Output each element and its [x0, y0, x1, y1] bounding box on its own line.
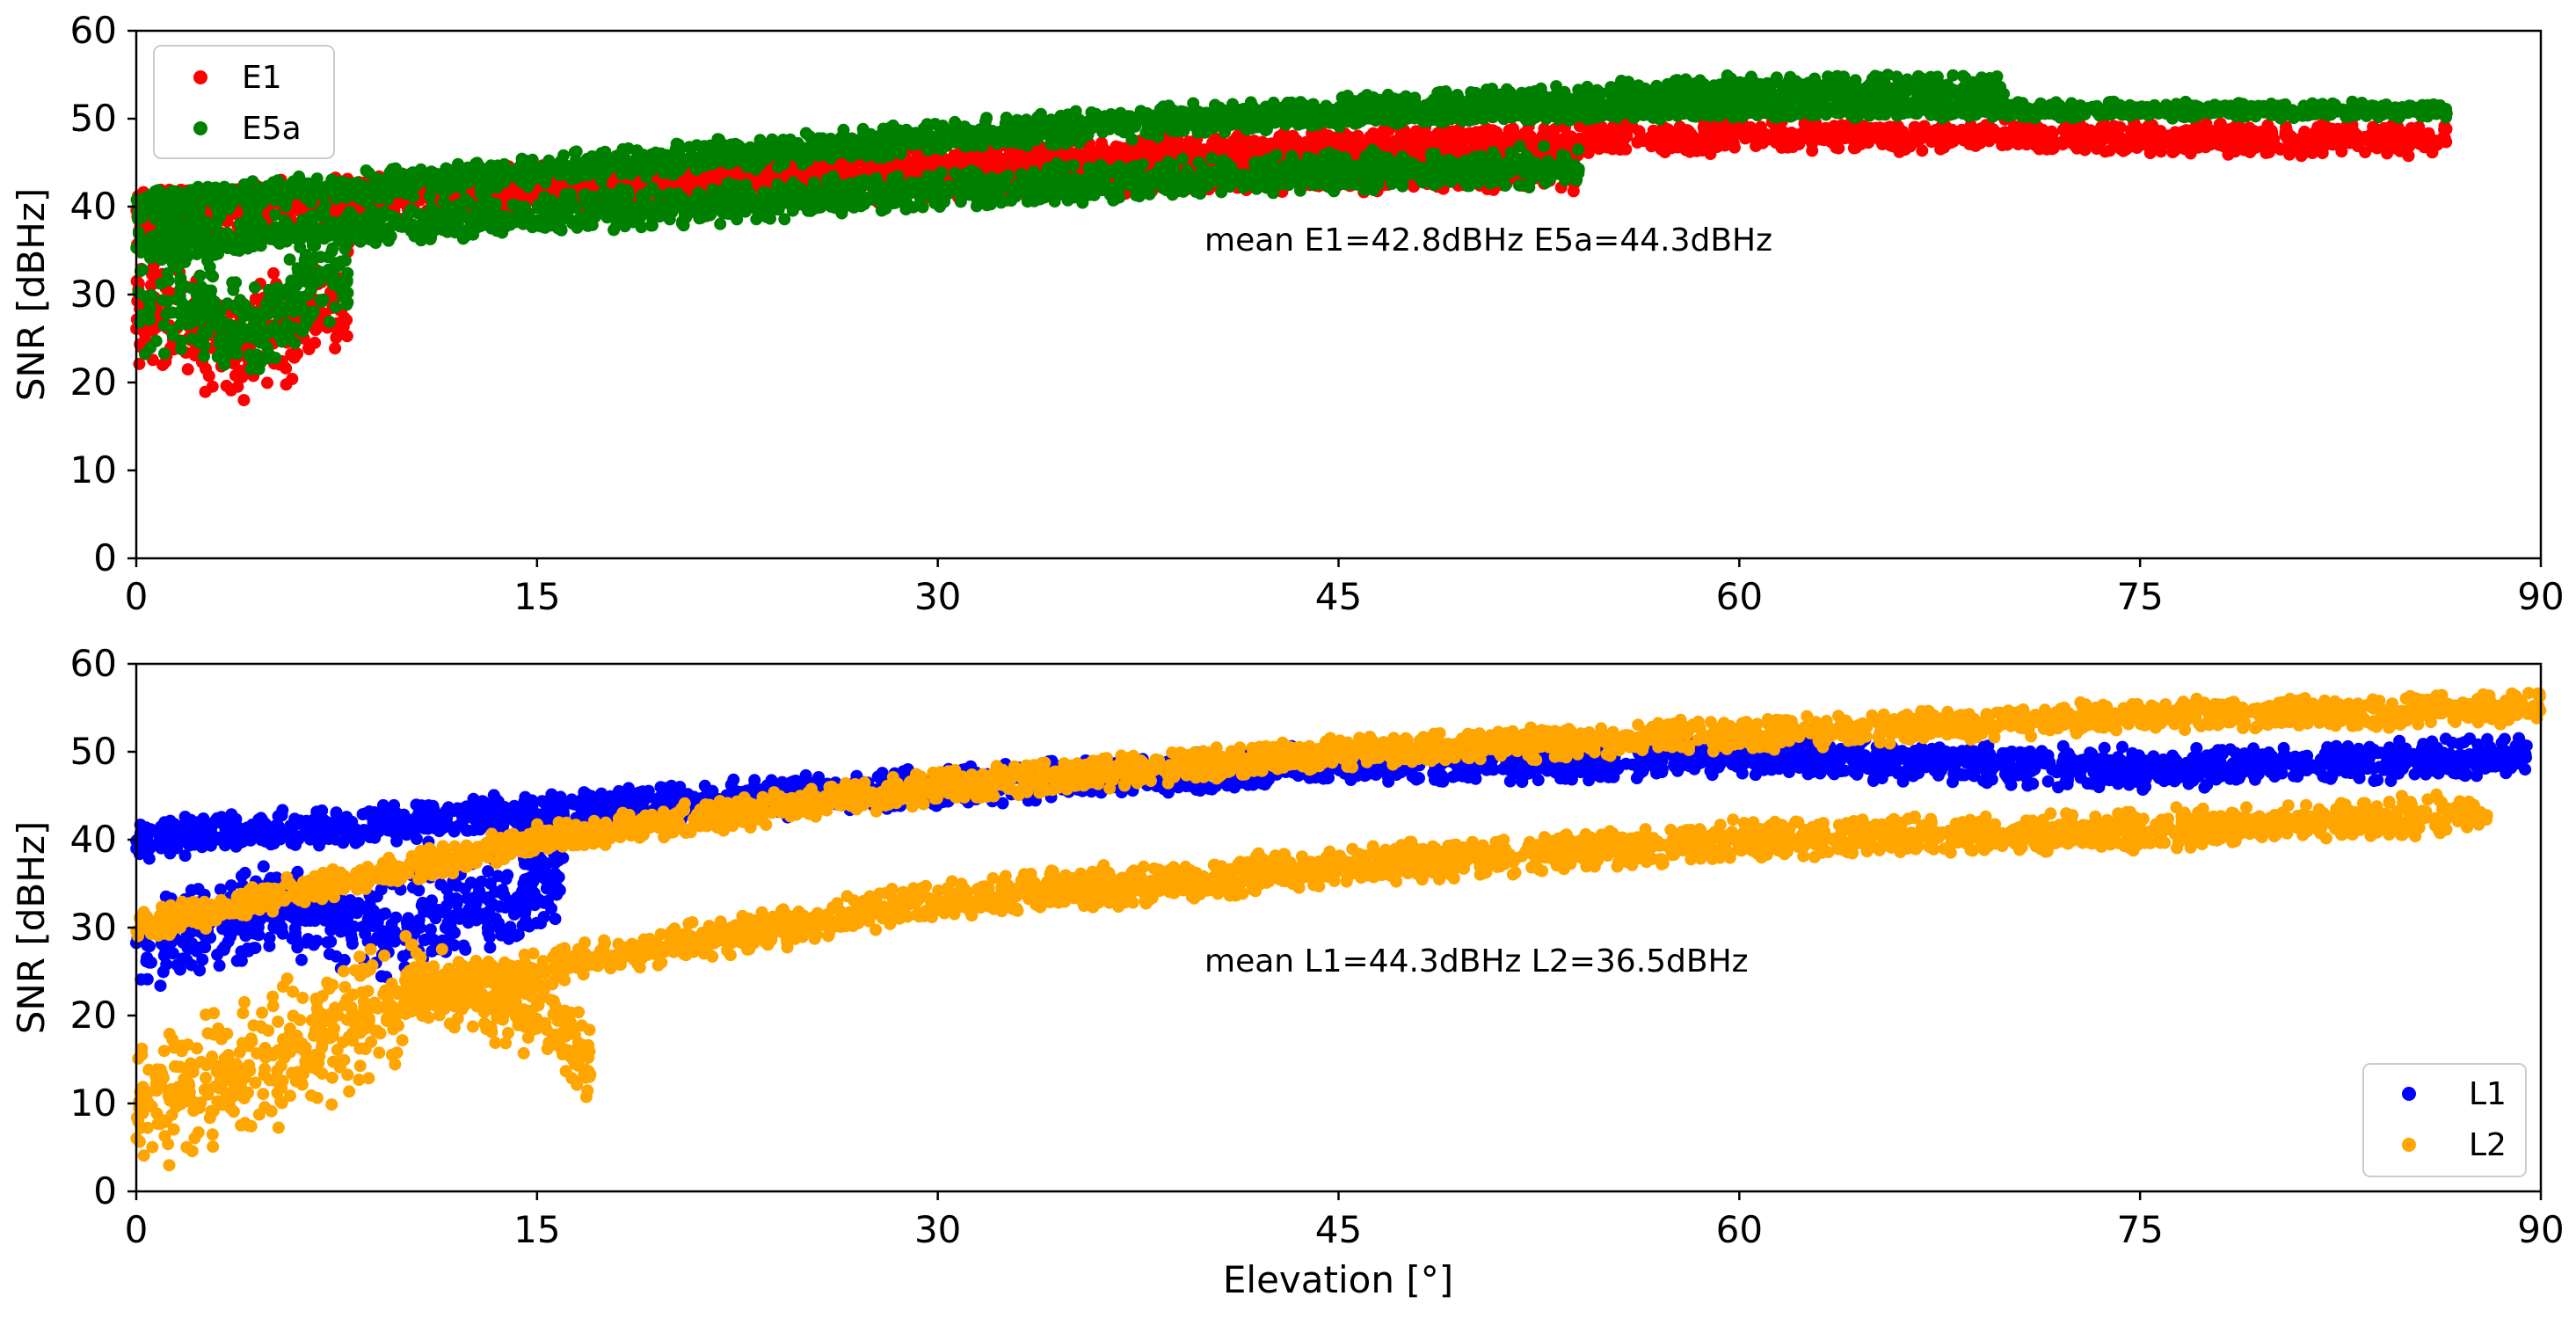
data-point [2230, 133, 2244, 146]
data-point [1916, 144, 1929, 157]
data-point [1029, 154, 1042, 167]
data-point [1852, 131, 1865, 144]
data-point [199, 385, 212, 398]
data-point [2029, 138, 2041, 151]
data-point [336, 327, 349, 340]
data-point [1711, 139, 1724, 152]
data-point [1606, 142, 1619, 156]
data-point [2046, 127, 2059, 140]
data-point [286, 373, 299, 385]
data-point [329, 342, 342, 355]
data-point [1670, 125, 1684, 138]
data-point [2169, 143, 2181, 157]
data-point [1896, 125, 1910, 138]
scatter-points-top [130, 69, 2453, 407]
data-point [2132, 135, 2145, 149]
data-point [237, 394, 251, 407]
data-point [1490, 135, 1503, 148]
data-point [2418, 141, 2431, 154]
data-point [2114, 120, 2127, 134]
data-point [1086, 148, 1099, 161]
data-point [1597, 133, 1611, 146]
data-point [302, 343, 316, 355]
data-point [2085, 131, 2098, 143]
data-point [2056, 123, 2070, 136]
data-point [261, 376, 273, 390]
data-point [2070, 127, 2083, 140]
data-point [285, 348, 298, 360]
data-point [280, 361, 293, 375]
data-point [1617, 130, 1630, 143]
data-point [2332, 122, 2345, 135]
data-point [181, 363, 194, 376]
data-point [1765, 130, 1779, 143]
data-point [1230, 132, 1243, 145]
data-point [2172, 127, 2185, 141]
data-point [2351, 129, 2364, 142]
data-point [2238, 143, 2251, 157]
data-point [1328, 131, 1342, 144]
data-point [2199, 137, 2212, 150]
data-point [2381, 147, 2394, 160]
data-point [2245, 132, 2259, 145]
data-point [2333, 139, 2347, 152]
data-point [1619, 142, 1633, 156]
data-point [1779, 140, 1792, 153]
data-point [1923, 129, 1936, 142]
data-point [2369, 138, 2382, 151]
data-point [1674, 135, 1687, 149]
data-point [2013, 136, 2027, 149]
data-point [1976, 130, 1990, 143]
data-point [1547, 136, 1561, 149]
data-point [1011, 152, 1024, 165]
data-point [1631, 136, 1644, 149]
data-point [2402, 149, 2415, 163]
data-point [1910, 127, 1924, 141]
data-point [1527, 134, 1540, 147]
data-point [1279, 134, 1292, 146]
data-point [1350, 132, 1363, 145]
data-point [1827, 123, 1840, 136]
data-point [714, 217, 727, 230]
data-point [2001, 138, 2013, 151]
data-point [2222, 123, 2235, 136]
data-point [2411, 126, 2424, 139]
data-point [2109, 132, 2122, 145]
data-point [1255, 142, 1268, 155]
data-point [1436, 127, 1449, 140]
data-point [1841, 129, 1853, 142]
data-point [1753, 133, 1765, 146]
data-point [1789, 131, 1802, 144]
data-point [1946, 123, 1959, 136]
data-point [1894, 141, 1907, 154]
data-point [267, 266, 280, 280]
data-point [2310, 142, 2322, 156]
data-point [2295, 132, 2308, 144]
data-point [1878, 127, 1891, 140]
data-point [1712, 123, 1725, 136]
data-point [1828, 134, 1841, 147]
data-point [1689, 132, 1701, 145]
data-point [1660, 139, 1673, 152]
data-point [2182, 138, 2195, 151]
data-point [1457, 128, 1470, 142]
data-point [1567, 185, 1580, 198]
data-point [224, 383, 237, 397]
data-point [1206, 136, 1219, 149]
data-point [1507, 122, 1519, 135]
data-point [2281, 129, 2294, 142]
data-point [1806, 134, 1819, 147]
data-point [1572, 143, 1585, 157]
data-point [2262, 146, 2275, 159]
data-point [1110, 140, 1123, 153]
data-point [2422, 127, 2435, 140]
data-point [1367, 130, 1380, 143]
